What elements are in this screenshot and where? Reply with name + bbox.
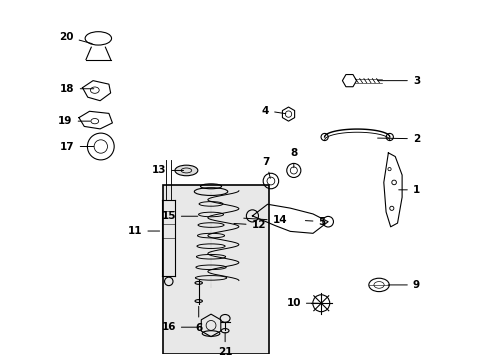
Text: 10: 10 [286, 298, 318, 308]
Ellipse shape [175, 165, 198, 176]
Text: 5: 5 [305, 216, 325, 226]
Text: 21: 21 [218, 332, 232, 357]
Text: 4: 4 [261, 105, 285, 116]
Text: 9: 9 [387, 280, 419, 290]
Text: 12: 12 [233, 220, 265, 230]
Text: 6: 6 [195, 306, 202, 333]
Text: 1: 1 [398, 185, 419, 195]
Text: 15: 15 [161, 211, 197, 221]
Text: 8: 8 [289, 148, 297, 168]
Text: 16: 16 [161, 322, 197, 332]
Text: 11: 11 [127, 226, 160, 236]
Text: 2: 2 [377, 134, 419, 144]
Text: 14: 14 [243, 216, 287, 225]
Text: 18: 18 [60, 84, 94, 94]
Text: 7: 7 [262, 157, 270, 178]
Text: 17: 17 [60, 141, 94, 152]
Text: 20: 20 [59, 32, 92, 44]
Text: 13: 13 [151, 166, 183, 175]
Bar [163, 185, 268, 354]
Text: 19: 19 [58, 116, 90, 126]
Text: 3: 3 [377, 76, 419, 86]
